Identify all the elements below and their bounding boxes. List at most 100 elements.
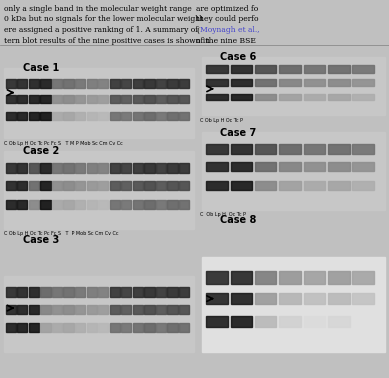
Text: of the nine BSE: of the nine BSE xyxy=(196,37,256,45)
Bar xyxy=(328,144,350,154)
Bar xyxy=(63,94,74,103)
Text: ere assigned a positive ranking of 1. A summary of: ere assigned a positive ranking of 1. A … xyxy=(4,26,198,34)
Bar xyxy=(179,287,189,297)
Bar xyxy=(133,181,143,190)
Bar xyxy=(133,79,143,88)
Bar xyxy=(52,79,62,88)
Bar xyxy=(255,293,277,304)
Bar xyxy=(168,287,178,297)
Text: Case 1: Case 1 xyxy=(23,63,60,73)
Bar xyxy=(121,112,131,120)
Bar xyxy=(110,79,120,88)
Bar xyxy=(328,93,350,100)
Bar xyxy=(63,79,74,88)
Bar xyxy=(6,324,16,332)
Bar xyxy=(133,324,143,332)
Text: C Ob Lp H Oc Tc Pc Fc S   T  P Mob Sc Cm Cv Cc: C Ob Lp H Oc Tc Pc Fc S T P Mob Sc Cm Cv… xyxy=(4,231,118,236)
Bar xyxy=(179,163,189,173)
Bar xyxy=(352,93,374,100)
Bar xyxy=(279,316,301,327)
Bar xyxy=(133,112,143,120)
Bar xyxy=(75,79,85,88)
Text: (: ( xyxy=(196,26,200,34)
Bar xyxy=(121,200,131,209)
Bar xyxy=(133,200,143,209)
Bar xyxy=(202,57,385,115)
Bar xyxy=(352,144,374,154)
Bar xyxy=(17,94,28,103)
Bar xyxy=(52,324,62,332)
Bar xyxy=(52,181,62,190)
Bar xyxy=(279,144,301,154)
Bar xyxy=(63,305,74,314)
Bar xyxy=(17,163,28,173)
Bar xyxy=(168,200,178,209)
Bar xyxy=(40,163,51,173)
Bar xyxy=(304,316,325,327)
Bar xyxy=(352,271,374,284)
Bar xyxy=(255,93,277,100)
Bar xyxy=(179,324,189,332)
Bar xyxy=(110,112,120,120)
Bar xyxy=(206,93,228,100)
Bar xyxy=(179,79,189,88)
Bar xyxy=(29,324,39,332)
Bar xyxy=(179,200,189,209)
Bar xyxy=(75,112,85,120)
Bar xyxy=(75,324,85,332)
Bar xyxy=(6,163,16,173)
Bar xyxy=(63,324,74,332)
Bar xyxy=(328,293,350,304)
Text: Case 6: Case 6 xyxy=(220,52,256,62)
Bar xyxy=(304,65,325,73)
Bar xyxy=(75,181,85,190)
Bar xyxy=(110,305,120,314)
Bar xyxy=(29,163,39,173)
Bar xyxy=(98,112,108,120)
Bar xyxy=(255,181,277,190)
Bar xyxy=(75,163,85,173)
Bar xyxy=(168,163,178,173)
Bar xyxy=(144,305,154,314)
Bar xyxy=(87,163,97,173)
Bar xyxy=(255,79,277,86)
Bar xyxy=(121,94,131,103)
Bar xyxy=(17,79,28,88)
Bar xyxy=(29,305,39,314)
Bar xyxy=(156,181,166,190)
Bar xyxy=(52,163,62,173)
Bar xyxy=(40,305,51,314)
Bar xyxy=(279,162,301,171)
Bar xyxy=(206,144,228,154)
Bar xyxy=(6,79,16,88)
Bar xyxy=(121,287,131,297)
Bar xyxy=(255,144,277,154)
Text: C Ob Lp H Oc Tc P: C Ob Lp H Oc Tc P xyxy=(200,118,243,123)
Bar xyxy=(352,181,374,190)
Bar xyxy=(4,276,194,352)
Bar xyxy=(168,94,178,103)
Bar xyxy=(63,287,74,297)
Bar xyxy=(17,305,28,314)
Bar xyxy=(110,324,120,332)
Bar xyxy=(110,163,120,173)
Bar xyxy=(4,151,194,229)
Bar xyxy=(231,271,252,284)
Bar xyxy=(156,200,166,209)
Bar xyxy=(304,162,325,171)
Bar xyxy=(87,79,97,88)
Bar xyxy=(231,293,252,304)
Bar xyxy=(6,94,16,103)
Bar xyxy=(255,316,277,327)
Bar xyxy=(6,112,16,120)
Bar xyxy=(144,79,154,88)
Text: Case 2: Case 2 xyxy=(23,146,60,155)
Bar xyxy=(279,65,301,73)
Text: C Ob Lp H Oc Tc Pc Fc S   T M P Mob Sc Cm Cv Cc: C Ob Lp H Oc Tc Pc Fc S T M P Mob Sc Cm … xyxy=(4,141,123,146)
Bar xyxy=(29,79,39,88)
Bar xyxy=(328,181,350,190)
Bar xyxy=(156,287,166,297)
Bar xyxy=(304,79,325,86)
Bar xyxy=(144,200,154,209)
Bar xyxy=(75,94,85,103)
